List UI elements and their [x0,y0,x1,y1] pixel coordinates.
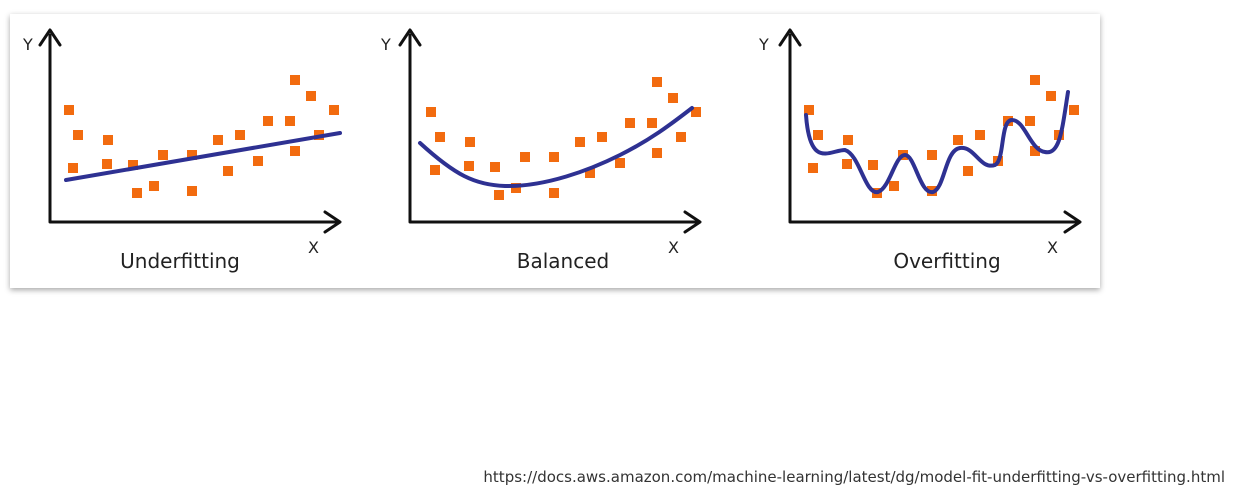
panel-balanced: Y X Balanced [380,28,702,273]
panel-overfitting: Y X Overfitting [758,28,1082,273]
y-label: Y [380,35,391,54]
panel-title: Balanced [517,249,609,273]
x-label: X [1047,238,1058,257]
y-label: Y [758,35,769,54]
source-url: https://docs.aws.amazon.com/machine-lear… [483,468,1225,486]
panel-title: Overfitting [893,249,1000,273]
fit-line [64,131,342,182]
panel-underfitting: Y X Underfitting [22,28,342,273]
x-label: X [668,238,679,257]
y-label: Y [22,35,33,54]
x-label: X [308,238,319,257]
panel-title: Underfitting [120,249,240,273]
fit-curve [418,106,694,189]
fit-curve [804,90,1070,194]
